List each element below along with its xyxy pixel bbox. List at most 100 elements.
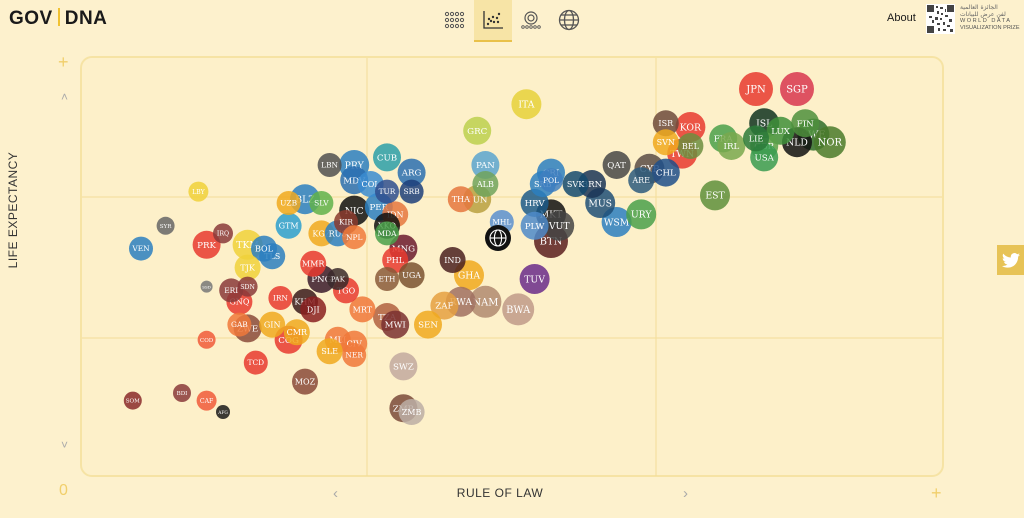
bubble-label: RWA [449,297,472,308]
prize-badge[interactable]: الجائزة العالمية لفن عرض للبيانات WORLD … [960,4,1024,32]
bubble-circle [129,236,153,261]
country-bubble-svn[interactable]: SVN [652,129,679,156]
country-bubble-mda[interactable]: MDA [375,221,399,246]
scatter-view-button[interactable] [474,0,512,42]
country-bubble-pan[interactable]: PAN [471,151,500,179]
country-bubble-pol[interactable]: POL [539,168,563,193]
country-bubble-bel[interactable]: BEL [677,133,704,159]
bubble-label: PAN [476,161,495,171]
country-bubble-mmr[interactable]: MMR [300,250,327,277]
country-bubble-sle[interactable]: SLE [316,338,343,365]
bubble-circle [414,310,442,339]
country-bubble-caf[interactable]: CAF [196,390,217,411]
country-bubble-ssd[interactable]: SSD [200,280,213,293]
country-bubble-mrt[interactable]: MRT [349,296,376,323]
twitter-share-button[interactable] [997,245,1024,275]
country-bubble-uga[interactable]: UGA [398,262,425,289]
country-bubble-moz[interactable]: MOZ [292,368,318,395]
country-bubble-tur[interactable]: TUR [375,179,399,204]
logo[interactable]: GOV DNA [9,8,107,30]
country-bubble-arg[interactable]: ARG [397,158,426,187]
x-decrease-arrow[interactable]: ‹ [333,485,338,502]
country-bubble-tuv[interactable]: TUV [519,264,550,294]
country-bubble-uzb[interactable]: UZB [276,191,301,215]
country-bubble-afg[interactable]: AFG [216,405,230,419]
country-bubble-lie[interactable]: LIE [743,125,769,152]
bubble-label: TUV [524,274,545,285]
country-bubble-srb2[interactable]: SRB [399,179,424,204]
country-bubble-nor[interactable]: NOR [813,126,846,159]
country-bubble-gtm[interactable]: GTM [275,212,302,239]
country-bubble-pak[interactable]: PAK [326,268,349,290]
country-bubble-prk[interactable]: PRK [192,230,221,259]
country-bubble-bdi[interactable]: BDI [173,384,191,402]
x-increase-arrow[interactable]: › [683,485,688,502]
country-bubble-alb[interactable]: ALB [472,171,499,197]
country-bubble-irq[interactable]: IRQ [213,223,233,244]
country-bubble-mwi[interactable]: MWI [381,310,410,339]
country-bubble-gin[interactable]: GIN [259,311,286,338]
country-bubble-ven[interactable]: VEN [129,236,153,261]
radial-view-button[interactable] [512,0,550,40]
country-bubble-cod[interactable]: COD [197,330,216,349]
country-bubble-cmr[interactable]: CMR [283,319,310,346]
country-bubble-ner[interactable]: NER [342,343,367,367]
country-bubble-plw[interactable]: PLW [520,211,549,240]
country-bubble-svk[interactable]: SVK [562,171,589,197]
corner-plus-top-left[interactable]: + [58,52,69,72]
selected-country-globe-icon[interactable] [485,225,511,251]
country-bubble-qat[interactable]: QAT [602,151,631,179]
about-link[interactable]: About [887,12,916,24]
country-bubble-vut[interactable]: VUT [544,210,575,241]
bubble-label: MNG [392,245,415,255]
country-bubble-tha[interactable]: THA [447,186,474,213]
country-bubble-syr[interactable]: SYR [156,216,175,235]
country-bubble-sdn[interactable]: SDN [237,276,258,297]
country-bubble-jpn[interactable]: JPN [739,72,773,106]
country-bubble-sgp[interactable]: SGP [780,72,814,106]
country-bubble-dji[interactable]: DJI [300,296,327,323]
country-bubble-swz[interactable]: SWZ [389,352,418,381]
country-bubble-gab[interactable]: GAB [227,312,252,337]
country-bubble-irn[interactable]: IRN [268,286,293,310]
country-bubble-chl[interactable]: CHL [651,158,680,187]
country-bubble-tjk[interactable]: TJK [234,254,261,281]
country-bubble-est[interactable]: EST [700,180,730,211]
country-bubble-zmb2[interactable]: ZMB [398,399,425,425]
country-bubble-kor[interactable]: KOR [675,112,706,142]
globe-view-button[interactable] [550,0,588,40]
country-bubble-lby[interactable]: LBY [188,181,209,202]
logo-left: GOV [9,8,53,29]
country-bubble-zaf[interactable]: ZAF [430,291,459,320]
country-bubble-phl[interactable]: PHL [382,247,409,273]
country-bubble-sen[interactable]: SEN [414,310,442,339]
country-bubble-irl[interactable]: IRL [717,132,746,160]
country-bubble-ita[interactable]: ITA [511,89,542,120]
corner-plus-bottom-right[interactable]: + [931,483,942,503]
y-decrease-arrow[interactable]: ˅ [61,438,69,452]
bubble-circle [544,210,575,241]
country-bubble-ind[interactable]: IND [439,247,466,273]
country-bubble-are[interactable]: ARE [628,167,655,194]
country-bubble-som[interactable]: SOM [123,391,142,410]
country-bubble-grc[interactable]: GRC [463,116,492,145]
dot-matrix-view-button[interactable] [436,0,474,40]
country-bubble-ury[interactable]: URY [626,199,657,230]
country-bubble-cub[interactable]: CUB [373,143,401,172]
country-bubble-npl[interactable]: NPL [342,225,367,250]
bubble-label: ISL [756,119,772,130]
country-bubble-isr[interactable]: ISR [652,110,679,137]
country-bubble-bwa[interactable]: BWA [502,293,535,326]
bubble-circle [276,191,301,215]
country-bubble-bol[interactable]: BOL [251,235,277,262]
country-bubble-eth[interactable]: ETH [375,267,399,291]
country-bubble-eri[interactable]: ERI [219,278,244,303]
country-bubble-lbn[interactable]: LBN [317,153,342,177]
y-increase-arrow[interactable]: ˄ [61,90,69,104]
country-bubble-tcd[interactable]: TCD [243,350,268,375]
bubble-label: BWA [506,305,531,316]
country-bubble-nam[interactable]: NAM [469,285,502,318]
country-bubble-fin[interactable]: FIN [791,109,820,138]
country-bubble-slv[interactable]: SLV [309,191,334,215]
